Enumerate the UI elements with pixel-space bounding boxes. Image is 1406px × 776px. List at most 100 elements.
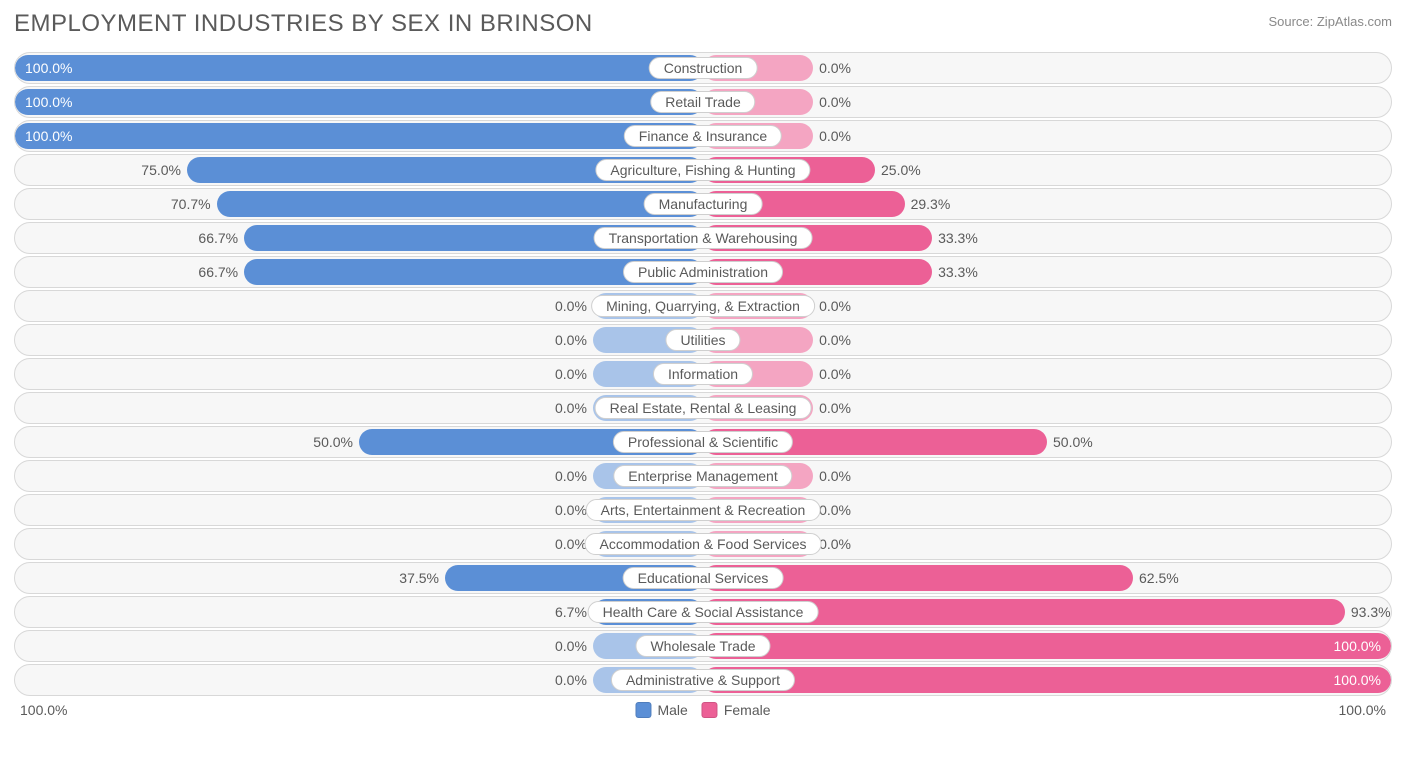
chart-title: EMPLOYMENT INDUSTRIES BY SEX IN BRINSON <box>14 10 593 38</box>
category-label: Finance & Insurance <box>624 125 782 147</box>
male-pct-label: 0.0% <box>555 536 587 552</box>
female-pct-label: 33.3% <box>938 230 978 246</box>
legend: Male Female <box>635 702 770 718</box>
chart-row: 0.0% 0.0%Accommodation & Food Services <box>14 528 1392 560</box>
category-label: Real Estate, Rental & Leasing <box>595 397 812 419</box>
chart-header: EMPLOYMENT INDUSTRIES BY SEX IN BRINSON … <box>14 10 1392 38</box>
male-pct-label: 0.0% <box>555 468 587 484</box>
category-label-wrap: Utilities <box>665 329 740 351</box>
chart-source: Source: ZipAtlas.com <box>1268 14 1392 29</box>
male-pct-label: 70.7% <box>171 196 211 212</box>
male-pct-label: 0.0% <box>555 638 587 654</box>
female-pct-label: 100.0% <box>1334 672 1381 688</box>
male-pct-label: 0.0% <box>555 502 587 518</box>
chart-row: 50.0%50.0%Professional & Scientific <box>14 426 1392 458</box>
legend-female-label: Female <box>724 702 771 718</box>
chart-row: 100.0% 0.0% Retail Trade <box>14 86 1392 118</box>
female-pct-label: 0.0% <box>819 502 851 518</box>
male-pct-label: 66.7% <box>198 264 238 280</box>
male-pct-label: 100.0% <box>25 128 72 144</box>
male-pct-label: 0.0% <box>555 400 587 416</box>
female-pct-label: 0.0% <box>819 60 851 76</box>
male-pct-label: 66.7% <box>198 230 238 246</box>
category-label-wrap: Educational Services <box>623 567 784 589</box>
male-pct-label: 0.0% <box>555 366 587 382</box>
female-pct-label: 25.0% <box>881 162 921 178</box>
legend-male-label: Male <box>657 702 687 718</box>
chart-row: 0.0% 100.0% Wholesale Trade <box>14 630 1392 662</box>
male-pct-label: 0.0% <box>555 672 587 688</box>
female-pct-label: 0.0% <box>819 332 851 348</box>
chart-row: 0.0%100.0%Administrative & Support <box>14 664 1392 696</box>
female-bar <box>703 667 1391 693</box>
male-bar <box>15 89 703 115</box>
category-label-wrap: Finance & Insurance <box>624 125 782 147</box>
diverging-bar-chart: 100.0% 0.0% Construction 100.0% 0.0% Retail T… <box>14 52 1392 696</box>
legend-male: Male <box>635 702 687 718</box>
category-label-wrap: Professional & Scientific <box>613 431 793 453</box>
chart-row: 0.0% 0.0% Real Estate, Rental & Leasing <box>14 392 1392 424</box>
male-bar <box>15 55 703 81</box>
category-label-wrap: Public Administration <box>623 261 783 283</box>
axis-left-label: 100.0% <box>20 702 67 718</box>
female-pct-label: 0.0% <box>819 536 851 552</box>
category-label-wrap: Real Estate, Rental & Leasing <box>595 397 812 419</box>
chart-row: 75.0% 25.0% Agriculture, Fishing & Hunting <box>14 154 1392 186</box>
chart-row: 100.0% 0.0% Finance & Insurance <box>14 120 1392 152</box>
chart-row: 100.0%0.0%Construction <box>14 52 1392 84</box>
category-label: Utilities <box>665 329 740 351</box>
male-pct-label: 0.0% <box>555 332 587 348</box>
male-pct-label: 0.0% <box>555 298 587 314</box>
category-label: Retail Trade <box>650 91 755 113</box>
female-pct-label: 0.0% <box>819 298 851 314</box>
male-pct-label: 75.0% <box>141 162 181 178</box>
chart-row: 66.7% 33.3% Transportation & Warehousing <box>14 222 1392 254</box>
category-label-wrap: Construction <box>649 57 758 79</box>
female-pct-label: 0.0% <box>819 128 851 144</box>
chart-row: 37.5%62.5%Educational Services <box>14 562 1392 594</box>
female-pct-label: 29.3% <box>911 196 951 212</box>
category-label: Arts, Entertainment & Recreation <box>586 499 821 521</box>
category-label: Manufacturing <box>644 193 763 215</box>
category-label: Transportation & Warehousing <box>594 227 813 249</box>
chart-row: 0.0% 0.0%Mining, Quarrying, & Extraction <box>14 290 1392 322</box>
category-label-wrap: Information <box>653 363 753 385</box>
chart-row: 0.0% 0.0% Information <box>14 358 1392 390</box>
female-pct-label: 0.0% <box>819 366 851 382</box>
male-pct-label: 100.0% <box>25 94 72 110</box>
chart-row: 0.0% 0.0% Utilities <box>14 324 1392 356</box>
female-pct-label: 0.0% <box>819 400 851 416</box>
category-label-wrap: Agriculture, Fishing & Hunting <box>595 159 810 181</box>
category-label: Professional & Scientific <box>613 431 793 453</box>
category-label-wrap: Accommodation & Food Services <box>585 533 822 555</box>
category-label: Educational Services <box>623 567 784 589</box>
chart-row: 6.7%93.3%Health Care & Social Assistance <box>14 596 1392 628</box>
chart-row: 66.7% 33.3% Public Administration <box>14 256 1392 288</box>
female-pct-label: 0.0% <box>819 94 851 110</box>
female-pct-label: 0.0% <box>819 468 851 484</box>
category-label: Health Care & Social Assistance <box>588 601 819 623</box>
category-label: Information <box>653 363 753 385</box>
male-swatch-icon <box>635 702 651 718</box>
male-pct-label: 50.0% <box>313 434 353 450</box>
female-swatch-icon <box>702 702 718 718</box>
category-label: Agriculture, Fishing & Hunting <box>595 159 810 181</box>
category-label-wrap: Wholesale Trade <box>635 635 770 657</box>
female-pct-label: 33.3% <box>938 264 978 280</box>
legend-female: Female <box>702 702 771 718</box>
female-bar <box>703 633 1391 659</box>
female-pct-label: 93.3% <box>1351 604 1391 620</box>
category-label-wrap: Manufacturing <box>644 193 763 215</box>
category-label-wrap: Retail Trade <box>650 91 755 113</box>
category-label: Public Administration <box>623 261 783 283</box>
category-label-wrap: Arts, Entertainment & Recreation <box>586 499 821 521</box>
category-label-wrap: Health Care & Social Assistance <box>588 601 819 623</box>
chart-footer: 100.0% Male Female 100.0% <box>14 702 1392 724</box>
category-label-wrap: Enterprise Management <box>613 465 792 487</box>
axis-right-label: 100.0% <box>1339 702 1386 718</box>
category-label: Construction <box>649 57 758 79</box>
male-bar <box>217 191 703 217</box>
chart-row: 0.0% 0.0% Enterprise Management <box>14 460 1392 492</box>
category-label-wrap: Mining, Quarrying, & Extraction <box>591 295 815 317</box>
female-pct-label: 100.0% <box>1334 638 1381 654</box>
